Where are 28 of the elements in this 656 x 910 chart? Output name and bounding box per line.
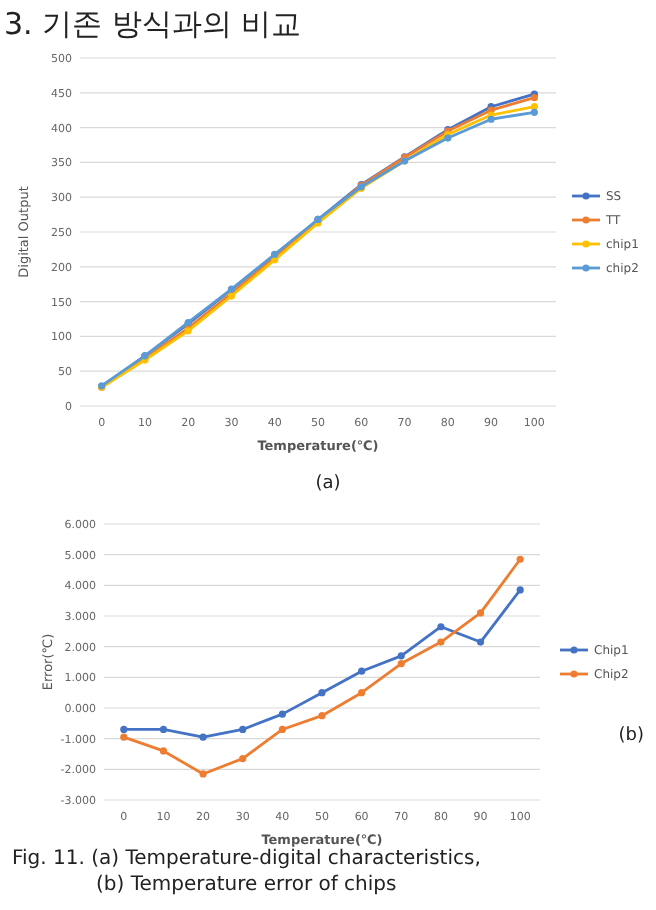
text: (a) bbox=[315, 474, 341, 494]
point bbox=[397, 652, 405, 660]
text: (b) bbox=[618, 726, 644, 746]
point bbox=[159, 747, 168, 755]
point bbox=[516, 586, 524, 594]
caption: Fig. 11. (a) Temperature-digital characteristics, (b) Temperature error of chips bbox=[12, 848, 481, 896]
point bbox=[437, 638, 445, 646]
point bbox=[358, 689, 366, 697]
point bbox=[199, 770, 207, 778]
point bbox=[476, 609, 485, 617]
point bbox=[476, 638, 485, 646]
point bbox=[239, 725, 247, 734]
point bbox=[437, 623, 445, 631]
point bbox=[278, 710, 286, 718]
point bbox=[318, 712, 326, 720]
point bbox=[120, 733, 128, 741]
point bbox=[278, 725, 286, 734]
chart-title: 3. 기존 방식과의 비교 bbox=[4, 6, 302, 42]
point bbox=[239, 755, 247, 763]
point bbox=[397, 659, 405, 668]
point bbox=[530, 108, 538, 116]
point bbox=[530, 103, 538, 111]
point bbox=[199, 733, 207, 741]
point bbox=[318, 689, 326, 697]
point bbox=[358, 667, 366, 675]
point bbox=[120, 725, 128, 734]
point bbox=[159, 725, 168, 734]
point bbox=[516, 555, 524, 563]
